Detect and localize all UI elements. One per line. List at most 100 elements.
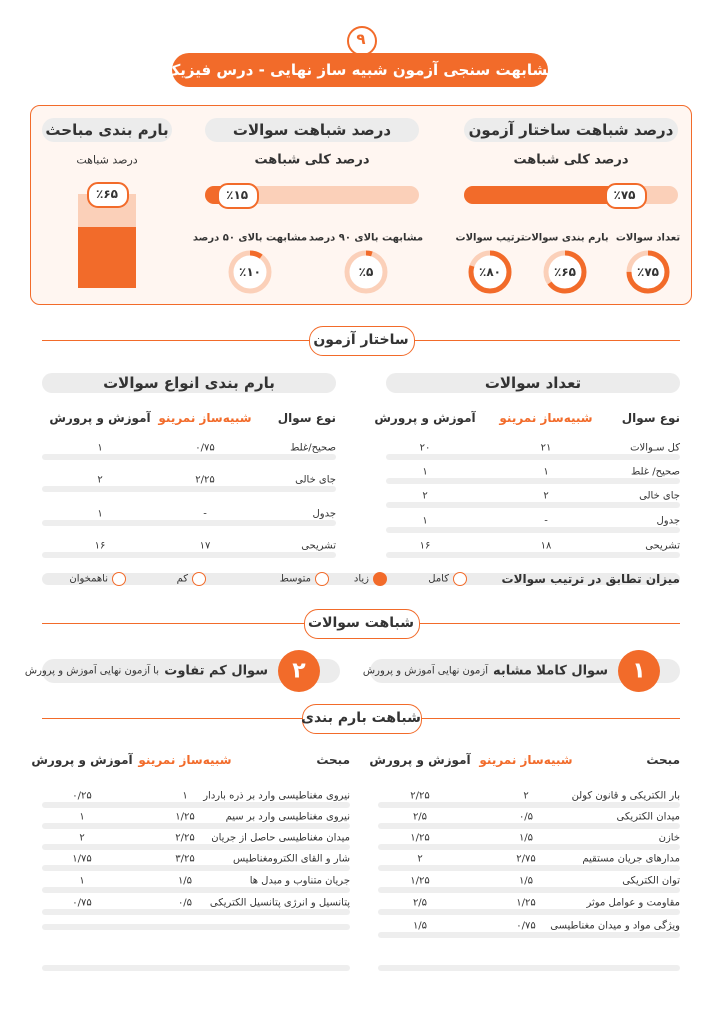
donut — [228, 250, 272, 294]
table-cell: ۱/۵ — [518, 875, 534, 887]
option-label: ناهمخوان — [69, 573, 108, 585]
header-bar — [172, 53, 548, 87]
table-cell: ۱/۵ — [518, 832, 534, 844]
table-header: مبحث — [646, 753, 680, 767]
bar-badge — [217, 183, 260, 209]
table-cell: ۲/۵ — [412, 897, 428, 909]
row-line — [378, 823, 680, 829]
table-cell: توان الکتریکی — [622, 875, 680, 887]
card-number: ۲ — [292, 658, 306, 684]
vbar-label: ٪۶۵ — [96, 187, 118, 201]
item-name: مشابهت بالای ۵۰ درصد — [192, 232, 308, 244]
table-cell: ۰/۵ — [177, 897, 193, 909]
donut-label: ٪۸۰ — [479, 265, 501, 279]
donut-value — [228, 250, 272, 294]
bar-label: ٪۱۵ — [226, 188, 249, 202]
row-line — [42, 823, 350, 829]
table-cell: ۲۰ — [419, 442, 431, 454]
row-line — [42, 802, 350, 808]
table-cell: ۳/۲۵ — [175, 853, 195, 865]
table-cell: ۲ — [417, 853, 423, 865]
donut — [344, 250, 388, 294]
summary-subtitle: درصد کلی شباهت — [513, 152, 629, 168]
table-cell: ۱ — [97, 442, 103, 454]
table-title: تعداد سوالات — [484, 374, 582, 392]
table-header: مبحث — [316, 753, 350, 767]
row-line — [42, 965, 350, 971]
row-line — [42, 486, 336, 492]
table-header: آموزش و پرورش — [31, 753, 133, 767]
table-cell: شار و القای الکترومغناطیس — [232, 853, 350, 865]
order-label: میزان تطابق در ترتیب سوالات — [501, 572, 680, 586]
table-cell: میدان مغناطیسی حاصل از جریان — [211, 832, 350, 844]
bar-fill — [464, 186, 625, 204]
donut-value — [543, 250, 587, 294]
table-cell: ۲/۷۵ — [516, 853, 536, 865]
option-label: کم — [176, 573, 188, 585]
row-line — [42, 552, 336, 558]
table-cell: ۲۱ — [540, 442, 552, 454]
row-line — [386, 478, 680, 484]
radio — [315, 572, 329, 586]
row-line — [378, 932, 680, 938]
section-title: شباهت بارم بندی — [301, 710, 421, 726]
table-cell: ۲/۲۵ — [410, 790, 430, 802]
title-pill — [205, 118, 419, 142]
table-cell: ۱ — [422, 466, 428, 478]
table-cell: نیروی مغناطیسی وارد بر ذره باردار — [203, 790, 350, 802]
card-circle — [278, 650, 320, 692]
title-pill — [42, 373, 336, 393]
card-circle — [618, 650, 660, 692]
card-bold: سوال کم تفاوت — [164, 663, 268, 679]
item-name: مشابهت بالای ۹۰ درصد — [308, 232, 424, 244]
donut-label: ٪۱۰ — [239, 265, 261, 279]
table-header: آموزش و پرورش — [369, 753, 471, 767]
table-cell: صحیح/ غلط — [631, 466, 680, 478]
row-line — [378, 965, 680, 971]
table-cell: ۲ — [422, 490, 428, 502]
table-header: آموزش و پرورش — [49, 411, 151, 425]
row-line — [378, 865, 680, 871]
row-line — [378, 844, 680, 850]
vbar-badge — [87, 182, 129, 208]
table-cell: صحیح/غلط — [290, 442, 336, 454]
table-header: شبیه‌ساز نمرینو — [479, 753, 573, 767]
table-cell: جای خالی — [639, 490, 680, 502]
table-cell: - — [544, 515, 548, 527]
table-cell: ۱/۵ — [177, 875, 193, 887]
summary-subtitle: درصد شباهت — [76, 153, 138, 167]
bar-label: ٪۷۵ — [613, 188, 636, 202]
table-cell: ۱/۲۵ — [175, 811, 195, 823]
table-cell: ۱۶ — [94, 540, 106, 552]
donut-value — [344, 250, 388, 294]
table-cell: ۱/۲۵ — [410, 875, 430, 887]
option-label: متوسط — [279, 573, 311, 585]
table-cell: ۱ — [79, 875, 85, 887]
table-header: آموزش و پرورش — [374, 411, 476, 425]
table-cell: ۱۶ — [419, 540, 431, 552]
table-cell: ۱ — [422, 515, 428, 527]
summary-title: درصد شباهت ساختار آزمون — [468, 121, 674, 139]
table-cell: ۱۷ — [199, 540, 211, 552]
table-cell: کل سـوالات — [630, 442, 680, 454]
row-line — [42, 887, 350, 893]
table-cell: بار الکتریکی و قانون کولن — [571, 790, 680, 802]
donut — [626, 250, 670, 294]
radio — [373, 572, 387, 586]
radio — [112, 572, 126, 586]
table-cell: ۱ — [97, 508, 103, 520]
donut — [543, 250, 587, 294]
table-cell: ۰/۷۵ — [516, 920, 536, 932]
option-label: کامل — [428, 573, 449, 585]
table-title: بارم بندی انواع سوالات — [103, 374, 275, 392]
row-line — [386, 527, 680, 533]
row-line — [386, 454, 680, 460]
table-cell: تشریحی — [301, 540, 336, 552]
table-cell: ۰/۲۵ — [72, 790, 92, 802]
table-cell: ۱ — [543, 466, 549, 478]
table-header: نوع سوال — [621, 411, 680, 425]
donut-value — [468, 250, 512, 294]
card-text: آزمون نهایی آموزش و پرورش — [362, 665, 488, 677]
donut-label: ٪۵ — [358, 265, 374, 279]
